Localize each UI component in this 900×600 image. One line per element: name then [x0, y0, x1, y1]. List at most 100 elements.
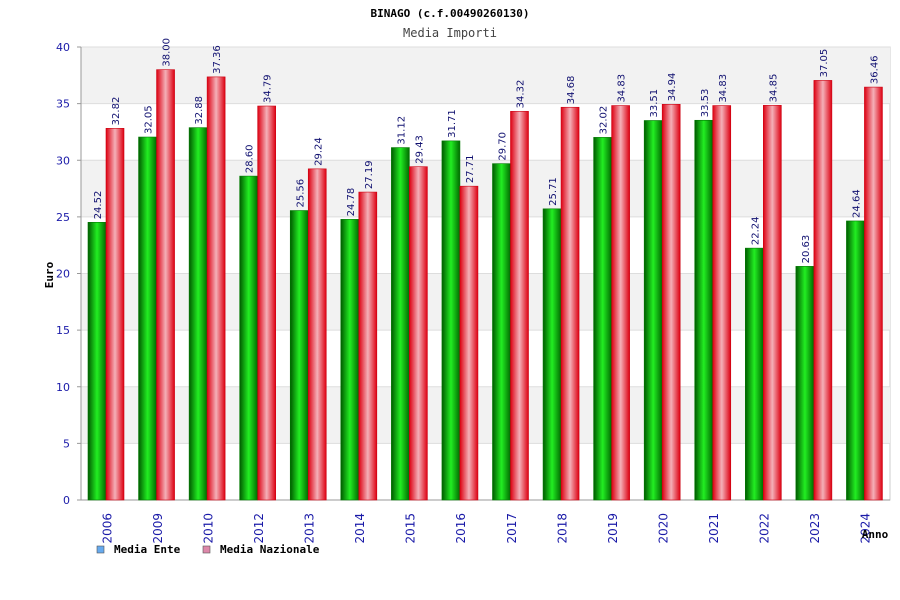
bar-media-ente-2018 [542, 208, 562, 501]
y-tick-label: 35 [56, 98, 70, 111]
bar-media-nazionale-2022 [763, 105, 782, 501]
legend-swatch [202, 545, 211, 554]
bar-media-ente-2024 [846, 220, 865, 501]
bar-media-ente-2022 [745, 247, 764, 501]
data-label: 25.71 [548, 177, 559, 206]
bar-media-nazionale-2013 [307, 168, 327, 501]
legend-swatch [96, 545, 105, 554]
x-tick-label: 2016 [454, 513, 468, 544]
data-label: 34.83 [617, 74, 628, 103]
bar-media-nazionale-2015 [409, 166, 428, 501]
x-tick-label: 2024 [859, 513, 873, 544]
bar-media-ente-2009 [138, 136, 157, 501]
bar-media-ente-2017 [492, 163, 511, 501]
bar-media-nazionale-2023 [813, 80, 833, 501]
data-label: 34.85 [768, 74, 779, 103]
bar-media-ente-2015 [391, 147, 410, 501]
y-tick-label: 0 [63, 494, 70, 507]
data-label: 32.88 [194, 96, 205, 125]
data-label: 33.51 [649, 89, 660, 118]
y-tick-label: 5 [63, 437, 70, 450]
data-label: 28.60 [245, 144, 256, 173]
data-label: 38.00 [162, 38, 173, 67]
data-label: 31.12 [396, 116, 407, 145]
data-label: 34.79 [263, 74, 274, 103]
bar-media-nazionale-2019 [611, 105, 630, 501]
bar-media-nazionale-2017 [510, 111, 529, 501]
data-label: 32.82 [111, 97, 122, 126]
data-label: 24.78 [346, 188, 357, 217]
bar-media-ente-2023 [795, 266, 815, 501]
bar-media-nazionale-2024 [864, 86, 883, 501]
bar-media-ente-2012 [239, 175, 258, 501]
x-tick-label: 2019 [606, 513, 620, 544]
data-label: 34.94 [667, 73, 678, 102]
y-tick-label: 25 [56, 211, 70, 224]
data-label: 29.43 [414, 135, 425, 164]
y-tick-label: 10 [56, 381, 70, 394]
data-label: 34.68 [566, 76, 577, 105]
bar-media-ente-2010 [188, 127, 208, 501]
x-tick-label: 2021 [707, 513, 721, 544]
bar-media-nazionale-2016 [459, 185, 479, 501]
x-tick-label: 2013 [303, 513, 317, 544]
y-axis-label: Euro [43, 261, 56, 288]
data-label: 32.05 [144, 105, 155, 134]
data-label: 25.56 [295, 179, 306, 208]
data-label: 32.02 [599, 106, 610, 135]
chart-subtitle: Media Importi [403, 26, 497, 40]
legend-label: Media Nazionale [220, 543, 320, 556]
data-label: 24.64 [851, 189, 862, 218]
data-label: 34.32 [516, 80, 527, 109]
x-tick-label: 2010 [201, 513, 215, 544]
x-tick-label: 2018 [555, 513, 569, 544]
bar-media-ente-2021 [694, 119, 714, 501]
data-label: 24.52 [93, 191, 104, 220]
x-axis-label: Anno [862, 528, 889, 541]
bar-media-nazionale-2010 [206, 76, 226, 501]
y-tick-label: 30 [56, 154, 70, 167]
bar-media-nazionale-2018 [560, 106, 580, 501]
x-tick-label: 2023 [808, 513, 822, 544]
chart-title: BINAGO (c.f.00490260130) [371, 7, 530, 20]
bar-media-ente-2006 [87, 222, 107, 501]
plot-area: 0 5 10 15 20 25 30 35 40 24.52 32.82 2006 32.05 38.00… [56, 38, 891, 544]
data-label: 29.70 [498, 132, 509, 161]
data-label: 27.71 [465, 155, 476, 184]
x-tick-label: 2009 [151, 513, 165, 544]
x-tick-label: 2015 [404, 513, 418, 544]
data-label: 31.71 [447, 109, 458, 138]
x-tick-label: 2012 [252, 513, 266, 544]
data-label: 37.05 [819, 49, 830, 78]
x-tick-label: 2014 [353, 513, 367, 544]
y-tick-label: 20 [56, 268, 70, 281]
bar-media-nazionale-2009 [156, 69, 175, 501]
data-label: 37.36 [212, 45, 223, 74]
x-tick-label: 2022 [758, 513, 772, 544]
bar-media-ente-2016 [441, 140, 461, 501]
data-label: 27.19 [364, 160, 375, 189]
bar-media-nazionale-2021 [712, 105, 732, 501]
x-tick-label: 2017 [505, 513, 519, 544]
legend: Media Ente Media Nazionale [96, 543, 320, 556]
data-label: 34.83 [718, 74, 729, 103]
y-tick-label: 15 [56, 324, 70, 337]
bar-media-nazionale-2020 [661, 104, 681, 501]
x-tick-label: 2006 [100, 513, 114, 544]
legend-label: Media Ente [114, 543, 181, 556]
bar-media-ente-2014 [340, 219, 360, 501]
data-label: 33.53 [700, 89, 711, 118]
data-label: 20.63 [801, 235, 812, 264]
x-tick-label: 2020 [656, 513, 670, 544]
bar-media-nazionale-2006 [105, 128, 125, 501]
bar-media-ente-2019 [593, 137, 612, 501]
bar-media-ente-2020 [643, 120, 663, 501]
bar-media-nazionale-2014 [358, 191, 378, 501]
y-tick-label: 40 [56, 41, 70, 54]
data-label: 29.24 [313, 137, 324, 166]
data-label: 36.46 [869, 55, 880, 84]
bar-media-ente-2013 [289, 210, 309, 501]
bar-media-nazionale-2012 [257, 105, 276, 501]
data-label: 22.24 [750, 216, 761, 245]
